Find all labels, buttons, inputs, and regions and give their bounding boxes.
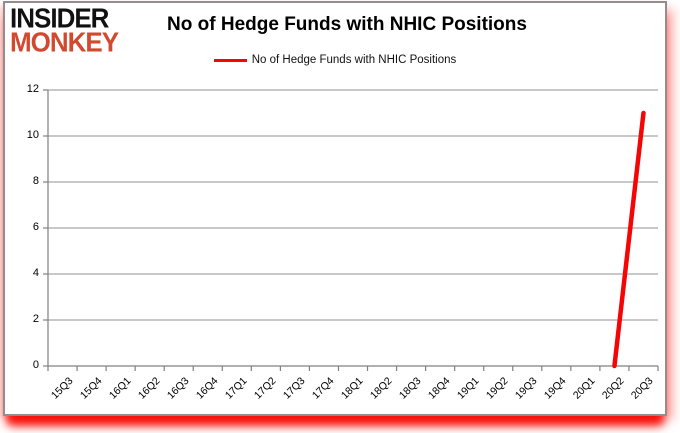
y-axis-tick-label: 0 xyxy=(32,359,39,371)
logo-line-monkey: MONKEY xyxy=(10,26,119,58)
y-axis-tick-label: 6 xyxy=(32,221,39,233)
y-axis-tick-label: 4 xyxy=(32,267,39,279)
y-axis-tick-label: 8 xyxy=(32,175,39,187)
legend-line-swatch xyxy=(213,58,247,62)
logo-line-insider: INSIDER xyxy=(10,2,109,34)
legend-label: No of Hedge Funds with NHIC Positions xyxy=(251,54,457,66)
y-axis-tick-label: 2 xyxy=(32,313,39,325)
series-line-hedge-funds xyxy=(612,110,646,369)
chart-plot xyxy=(43,89,659,371)
chart-frame: INSIDER MONKEY No of Hedge Funds with NH… xyxy=(3,1,667,416)
chart-legend: No of Hedge Funds with NHIC Positions xyxy=(5,54,665,66)
y-axis-tick-label: 10 xyxy=(26,129,39,141)
insider-monkey-logo: INSIDER MONKEY xyxy=(10,2,119,58)
chart-title: No of Hedge Funds with NHIC Positions xyxy=(167,14,527,35)
y-axis-tick-label: 12 xyxy=(26,83,39,95)
